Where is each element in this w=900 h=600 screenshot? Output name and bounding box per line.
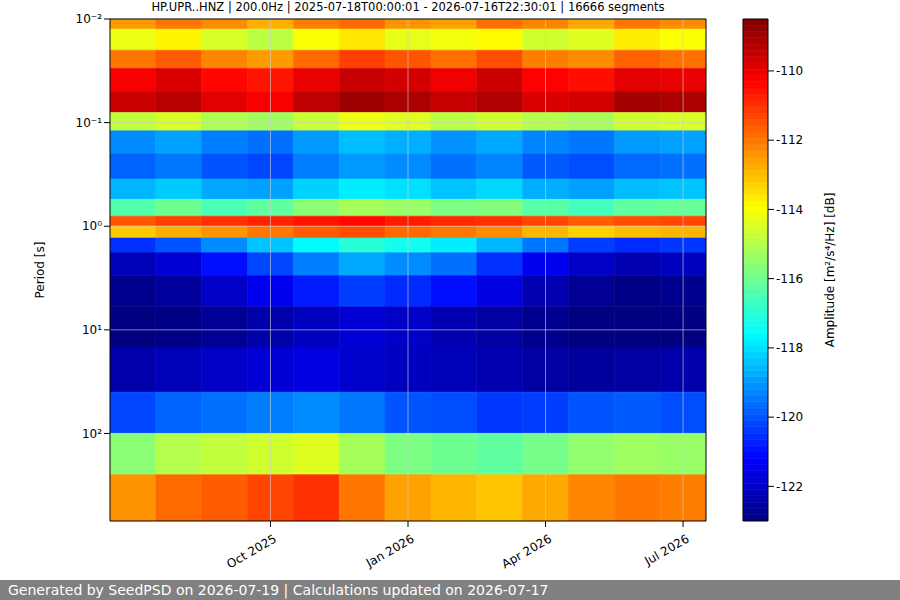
svg-text:-114: -114 bbox=[776, 203, 803, 217]
svg-text:-120: -120 bbox=[776, 410, 803, 424]
svg-text:10¹: 10¹ bbox=[82, 323, 102, 337]
svg-text:10²: 10² bbox=[82, 427, 102, 441]
svg-text:10⁰: 10⁰ bbox=[82, 219, 102, 233]
svg-text:-122: -122 bbox=[776, 480, 803, 494]
html-text:HP.UPR..HNZ | 200.0Hz | 2025-0: HP.UPR..HNZ | 200.0Hz | 2025-07-18T00:00… bbox=[151, 0, 665, 14]
svg-text:-116: -116 bbox=[776, 272, 803, 286]
svg-text:-112: -112 bbox=[776, 133, 803, 147]
svg-text:-110: -110 bbox=[776, 64, 803, 78]
svg-text:Oct 2025: Oct 2025 bbox=[224, 532, 279, 572]
svg-text:Period [s]: Period [s] bbox=[33, 242, 47, 299]
svg-text:10⁻²: 10⁻² bbox=[76, 12, 103, 26]
svg-text:10⁻¹: 10⁻¹ bbox=[76, 116, 103, 130]
svg-text:Amplitude [m²/s⁴/Hz] [dB]: Amplitude [m²/s⁴/Hz] [dB] bbox=[823, 193, 837, 348]
svg-text:Jul 2026: Jul 2026 bbox=[641, 532, 691, 569]
svg-text:-118: -118 bbox=[776, 341, 803, 355]
svg-text:Apr 2026: Apr 2026 bbox=[499, 532, 554, 572]
svg-text:Jan 2026: Jan 2026 bbox=[363, 532, 417, 571]
html-text:Generated by SeedPSD on 2026-0: Generated by SeedPSD on 2026-07-19 | Cal… bbox=[8, 582, 549, 598]
